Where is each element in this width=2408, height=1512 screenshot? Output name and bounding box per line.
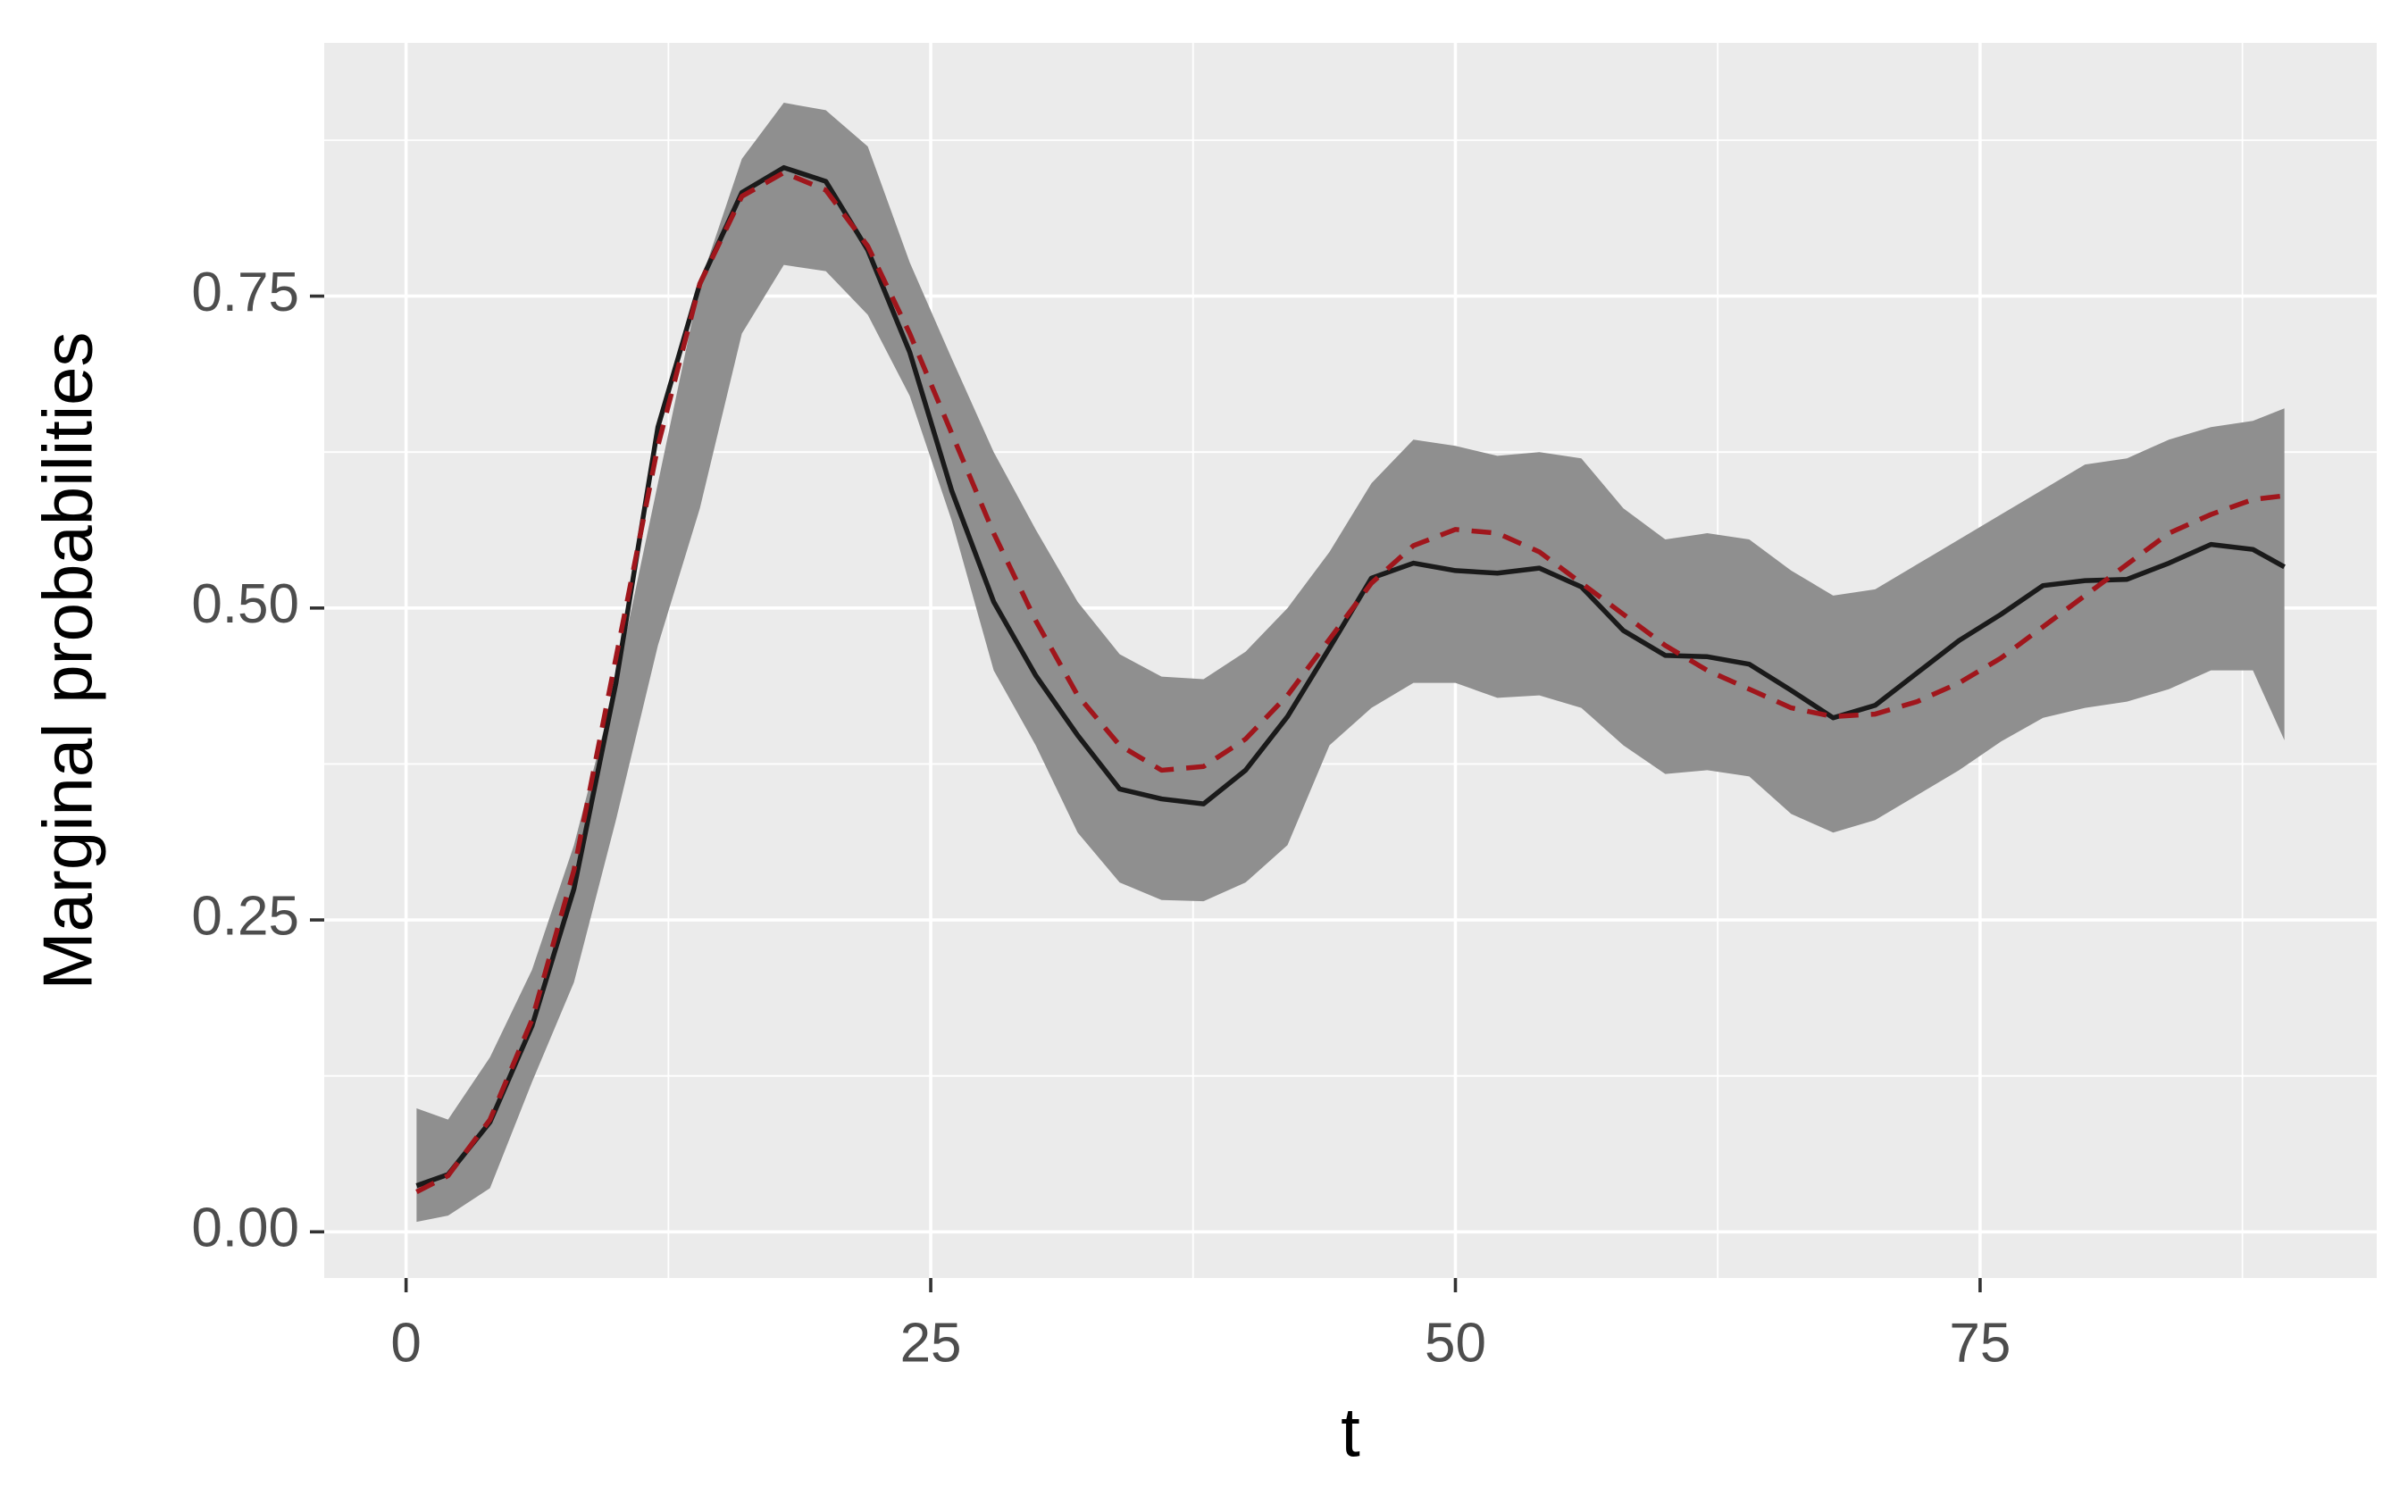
y-tick-label: 0.50 [191,573,299,635]
y-tick-label: 0.75 [191,262,299,323]
y-tick-label: 0.25 [191,885,299,947]
x-tick-label: 75 [1949,1312,2011,1374]
x-tick-label: 0 [390,1312,421,1374]
axes: 0 25 50 75 0.00 0.25 0.50 0.75 [191,262,2011,1374]
x-tick-label: 50 [1425,1312,1486,1374]
y-axis-title: Marginal probabilities [29,331,107,990]
confidence-band [416,103,2285,1223]
y-tick-label: 0.00 [191,1198,299,1259]
marks [415,103,2286,1223]
x-axis-title: t [1341,1393,1360,1472]
x-tick-label: 25 [900,1312,962,1374]
series-line [415,170,2285,1195]
